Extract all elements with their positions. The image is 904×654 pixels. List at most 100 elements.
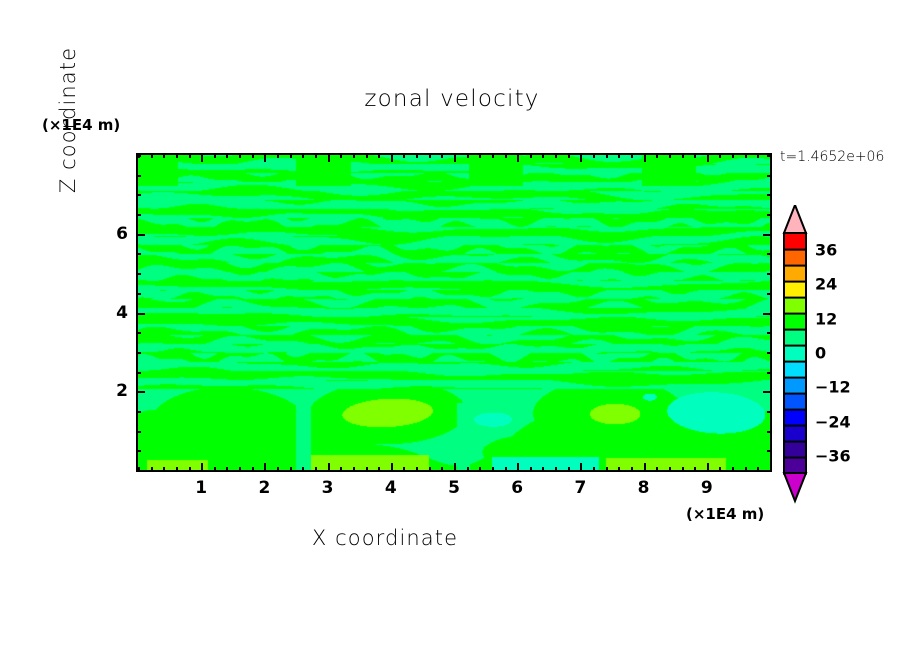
axis-tick [150,153,153,158]
axis-tick [668,467,671,472]
axis-tick [428,467,431,472]
colorbar-tick-label: −12 [815,377,851,397]
axis-tick [441,467,444,472]
axis-tick [136,214,141,217]
axis-tick [226,153,229,158]
axis-tick [136,194,141,197]
axis-tick [466,467,469,472]
axis-tick [668,153,671,158]
axis-tick [567,153,570,158]
axis-tick [138,467,140,472]
axis-tick [767,430,772,433]
axis-tick [136,450,141,453]
axis-tick [767,174,772,177]
y-tick-label: 6 [116,223,128,244]
axis-tick [226,467,229,472]
axis-tick [416,153,419,158]
axis-tick [529,467,532,472]
axis-tick [593,153,596,158]
page-title: zonal velocity [364,86,540,112]
axis-tick [264,463,267,472]
axis-tick [479,153,482,158]
time-annotation: t=1.4652e+06 [780,149,885,165]
axis-tick [567,467,570,472]
axis-tick [763,391,772,394]
axis-tick [763,233,772,236]
axis-tick [352,467,355,472]
axis-tick [175,467,178,472]
axis-tick [767,292,772,295]
axis-tick [239,467,242,472]
axis-tick [529,153,532,158]
axis-tick [767,332,772,335]
axis-tick [767,371,772,374]
axis-tick [441,153,444,158]
axis-tick [656,467,659,472]
axis-tick [136,371,141,374]
axis-tick [719,467,722,472]
y-tick-label: 4 [116,302,128,323]
axis-tick [517,463,520,472]
axis-tick [136,312,145,315]
axis-tick [264,153,267,162]
x-tick-label: 6 [511,478,524,498]
axis-tick [618,467,621,472]
axis-tick [767,410,772,413]
axis-tick [767,351,772,354]
axis-tick [504,153,507,158]
axis-tick [767,450,772,453]
y-axis-title: Z coordinate [56,46,80,194]
axis-tick [403,467,406,472]
axis-tick [517,153,520,162]
colorbar [781,205,809,505]
axis-tick [757,467,760,472]
y-axis-unit-label: (×1E4 m) [42,116,121,134]
x-tick-label: 8 [637,478,650,498]
axis-tick [618,153,621,158]
x-tick-label: 7 [574,478,587,498]
axis-tick [136,155,141,157]
axis-tick [390,153,393,162]
axis-tick [694,467,697,472]
axis-tick [479,467,482,472]
axis-tick [136,430,141,433]
axis-tick [767,273,772,276]
x-tick-label: 1 [195,478,208,498]
axis-tick [365,467,368,472]
axis-tick [390,463,393,472]
axis-tick [302,153,305,158]
plot-area [136,153,772,472]
colorbar-tick-label: 24 [815,274,838,294]
axis-tick [136,332,141,335]
axis-tick [327,463,330,472]
axis-tick [719,153,722,158]
axis-tick [289,467,292,472]
axis-tick [643,463,646,472]
colorbar-tick-label: 0 [815,343,827,363]
axis-tick [454,153,456,162]
axis-tick [136,174,141,177]
axis-tick [694,153,697,158]
axis-tick [630,153,633,158]
axis-tick [744,467,747,472]
axis-tick [136,391,145,394]
axis-tick [314,153,317,158]
axis-tick [175,153,178,158]
axis-tick [314,467,317,472]
axis-tick [454,463,456,472]
axis-tick [681,467,684,472]
axis-tick [163,467,166,472]
colorbar-tick-label: −36 [815,446,851,466]
x-tick-label: 5 [448,478,460,498]
axis-tick [656,153,659,158]
axis-tick [188,153,191,158]
x-tick-label: 9 [700,478,713,498]
axis-tick [732,467,735,472]
axis-tick [188,467,191,472]
axis-tick [378,153,381,158]
axis-tick [767,214,772,217]
axis-tick [593,467,596,472]
axis-tick [416,467,419,472]
axis-tick [239,153,242,158]
colorbar-tick-label: −24 [815,412,851,432]
